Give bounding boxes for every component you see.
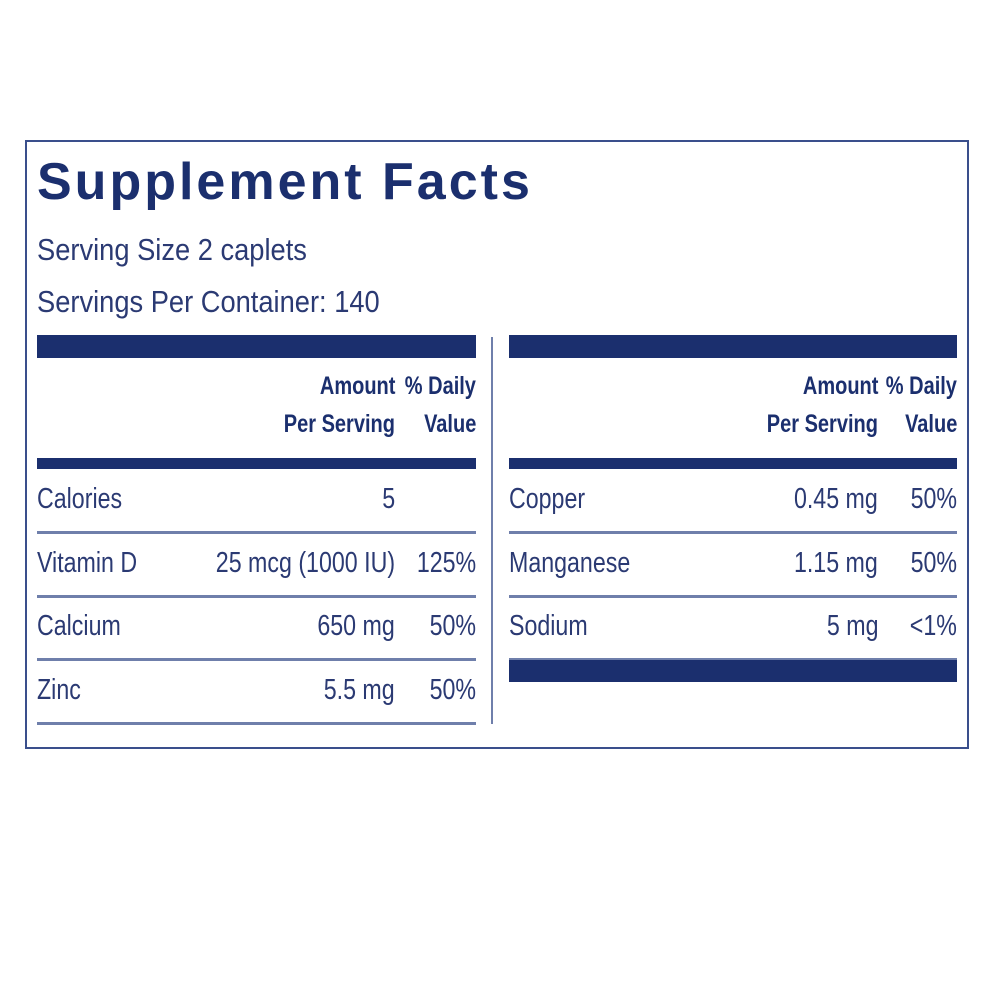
amount-header: Per Serving — [283, 410, 395, 438]
amount-header: Amount — [802, 372, 878, 400]
nutrient-name: Sodium — [509, 610, 588, 642]
row-rule — [37, 658, 476, 661]
nutrient-amount: 650 mg — [317, 610, 395, 642]
nutrient-daily-value: 50% — [910, 546, 957, 579]
daily-value-header: Value — [904, 410, 957, 438]
daily-value-header: % Daily — [885, 372, 957, 400]
servings-per-container: Servings Per Container: 140 — [37, 284, 380, 319]
nutrient-amount: 25 mcg (1000 IU) — [215, 546, 395, 579]
nutrient-name: Copper — [509, 483, 586, 515]
nutrient-name: Manganese — [509, 546, 631, 579]
row-rule — [509, 594, 957, 598]
nutrient-daily-value: 50% — [429, 610, 476, 642]
title: Supplement Facts — [37, 153, 533, 211]
nutrient-daily-value: <1% — [909, 610, 957, 642]
row-rule — [509, 658, 957, 661]
row-rule — [37, 531, 476, 534]
nutrient-daily-value: 50% — [429, 673, 476, 706]
nutrient-name: Calories — [37, 483, 123, 515]
header-bar — [509, 335, 957, 358]
nutrient-daily-value: 50% — [910, 483, 957, 515]
nutrient-amount: 1.15 mg — [794, 546, 878, 579]
nutrient-amount: 5 — [382, 483, 395, 515]
serving-size: Serving Size 2 caplets — [37, 232, 307, 267]
nutrient-name: Calcium — [37, 610, 121, 642]
nutrient-amount: 5.5 mg — [324, 673, 395, 706]
footer-bar — [509, 660, 957, 682]
column-divider — [491, 337, 493, 724]
nutrient-amount: 0.45 mg — [794, 483, 878, 515]
header-bar — [37, 335, 476, 358]
row-rule — [509, 531, 957, 534]
header-rule — [37, 458, 476, 469]
nutrient-name: Zinc — [37, 673, 81, 706]
nutrient-name: Vitamin D — [37, 546, 138, 579]
nutrient-daily-value: 125% — [416, 546, 476, 579]
nutrient-amount: 5 mg — [826, 610, 878, 642]
daily-value-header: Value — [423, 410, 476, 438]
amount-header: Per Serving — [766, 410, 878, 438]
header-rule — [509, 458, 957, 469]
supplement-facts-panel: Supplement Facts Serving Size 2 caplets … — [25, 140, 969, 749]
row-rule — [37, 594, 476, 598]
amount-header: Amount — [319, 372, 395, 400]
daily-value-header: % Daily — [404, 372, 476, 400]
row-rule — [37, 721, 476, 725]
